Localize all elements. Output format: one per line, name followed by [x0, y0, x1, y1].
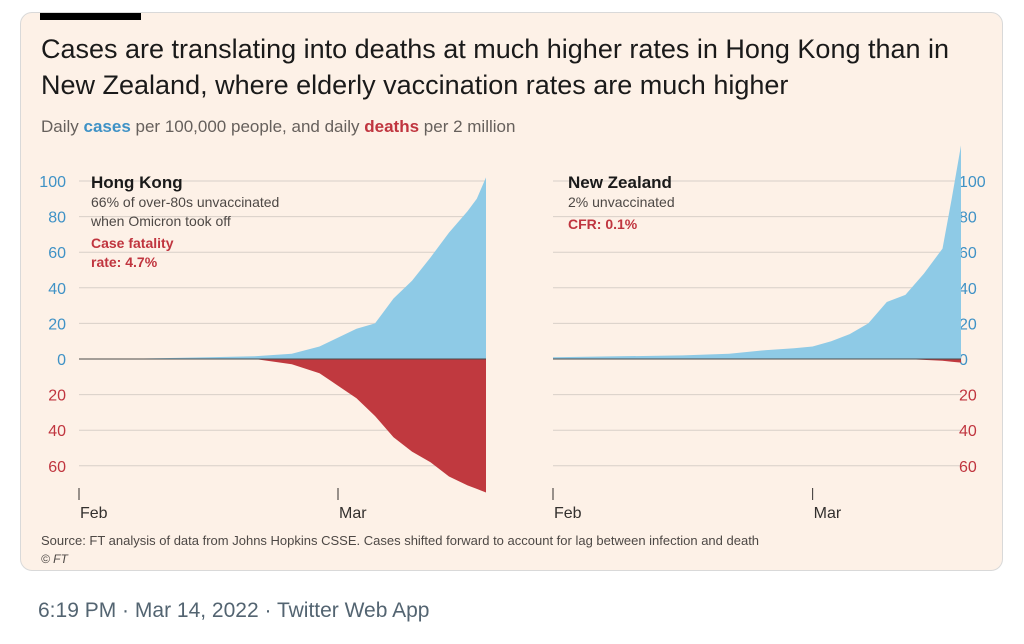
panel-title: Hong Kong: [91, 173, 183, 192]
chart-subtitle: Daily cases per 100,000 people, and dail…: [41, 117, 515, 137]
hong-kong-chart: 100 80 60 40 20 0 20 40 60 Feb Mar Hong Kong 66% of …: [39, 173, 486, 522]
subtitle-deaths-word: deaths: [364, 117, 420, 136]
x-tick-label: Feb: [80, 505, 108, 522]
y-tick-label: 0: [959, 352, 968, 369]
cfr-label: Case fatality: [91, 235, 174, 251]
y-tick-label: 100: [959, 174, 986, 191]
footer-separator: ·: [116, 599, 135, 622]
y-tick-label: 20: [959, 388, 977, 405]
y-tick-label: 0: [57, 352, 66, 369]
y-tick-label: 20: [48, 316, 66, 333]
y-tick-label: 60: [48, 459, 66, 476]
y-tick-label: 60: [48, 245, 66, 262]
subtitle-part1: Daily: [41, 117, 84, 136]
y-tick-label: 80: [48, 210, 66, 227]
panel-annotation: when Omicron took off: [90, 213, 231, 229]
tweet-source-app[interactable]: Twitter Web App: [276, 599, 430, 622]
ft-top-bar: [40, 13, 141, 20]
y-tick-label: 60: [959, 245, 977, 262]
y-tick-label: 100: [39, 174, 66, 191]
chart-title: Cases are translating into deaths at muc…: [41, 34, 950, 100]
subtitle-part3: per 2 million: [419, 117, 516, 136]
subtitle-part2: per 100,000 people, and daily: [130, 117, 365, 136]
deaths-area: [79, 359, 486, 493]
y-tick-label: 80: [959, 210, 977, 227]
cases-area: [79, 177, 486, 359]
footer-separator: ·: [258, 599, 277, 622]
cfr-label: rate: 4.7%: [91, 254, 158, 270]
y-tick-label: 40: [959, 281, 977, 298]
deaths-area: [553, 359, 961, 363]
chart-card: Cases are translating into deaths at muc…: [20, 12, 1003, 571]
tweet-time[interactable]: 6:19 PM: [38, 599, 117, 622]
tweet-date[interactable]: Mar 14, 2022: [134, 599, 259, 622]
subtitle-cases-word: cases: [83, 117, 131, 136]
y-tick-label: 40: [48, 281, 66, 298]
tweet-timestamp[interactable]: 6:19 PM · Mar 14, 2022 · Twitter Web App: [38, 599, 429, 623]
source-note: Source: FT analysis of data from Johns H…: [41, 533, 760, 548]
x-tick-label: Feb: [554, 505, 582, 522]
cfr-label: CFR: 0.1%: [568, 216, 638, 232]
y-tick-label: 20: [959, 316, 977, 333]
y-tick-label: 40: [48, 423, 66, 440]
y-tick-label: 60: [959, 459, 977, 476]
y-tick-label: 40: [959, 423, 977, 440]
cases-area: [553, 145, 961, 359]
copyright: © FT: [41, 552, 68, 566]
x-tick-label: Mar: [814, 505, 842, 522]
new-zealand-chart: 100 80 60 40 20 0 20 40 60 Feb Mar New Zealand 2% un…: [552, 145, 986, 522]
x-tick-label: Mar: [339, 505, 367, 522]
y-tick-label: 20: [48, 388, 66, 405]
panel-title: New Zealand: [568, 173, 672, 192]
panel-annotation: 66% of over-80s unvaccinated: [91, 194, 279, 210]
panel-annotation: 2% unvaccinated: [568, 194, 675, 210]
